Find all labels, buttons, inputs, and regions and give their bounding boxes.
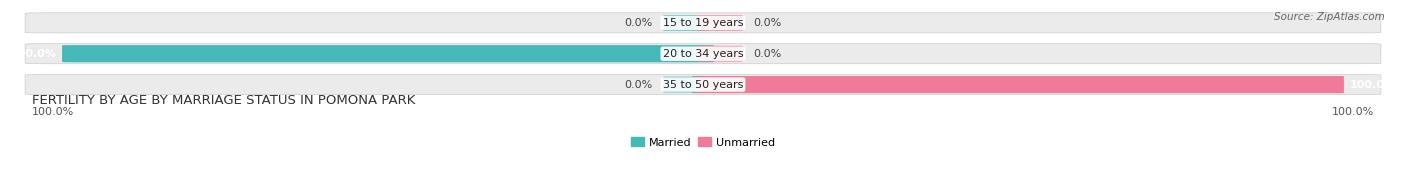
FancyBboxPatch shape xyxy=(62,45,714,62)
Text: 100.0%: 100.0% xyxy=(1350,80,1395,90)
FancyBboxPatch shape xyxy=(25,44,1381,64)
Text: 0.0%: 0.0% xyxy=(754,18,782,28)
Text: 100.0%: 100.0% xyxy=(11,49,56,59)
FancyBboxPatch shape xyxy=(692,76,1344,93)
Text: 15 to 19 years: 15 to 19 years xyxy=(662,18,744,28)
FancyBboxPatch shape xyxy=(697,15,742,31)
FancyBboxPatch shape xyxy=(697,46,742,62)
FancyBboxPatch shape xyxy=(664,46,709,62)
Text: 100.0%: 100.0% xyxy=(32,107,75,117)
FancyBboxPatch shape xyxy=(697,77,742,92)
Text: 0.0%: 0.0% xyxy=(624,18,652,28)
Text: 100.0%: 100.0% xyxy=(1331,107,1374,117)
FancyBboxPatch shape xyxy=(664,15,709,31)
Text: Source: ZipAtlas.com: Source: ZipAtlas.com xyxy=(1274,12,1385,22)
FancyBboxPatch shape xyxy=(25,74,1381,95)
Legend: Married, Unmarried: Married, Unmarried xyxy=(627,133,779,152)
Text: 20 to 34 years: 20 to 34 years xyxy=(662,49,744,59)
FancyBboxPatch shape xyxy=(664,77,709,92)
FancyBboxPatch shape xyxy=(25,13,1381,33)
Text: 35 to 50 years: 35 to 50 years xyxy=(662,80,744,90)
Text: 0.0%: 0.0% xyxy=(754,49,782,59)
Text: FERTILITY BY AGE BY MARRIAGE STATUS IN POMONA PARK: FERTILITY BY AGE BY MARRIAGE STATUS IN P… xyxy=(32,94,415,107)
Text: 0.0%: 0.0% xyxy=(624,80,652,90)
